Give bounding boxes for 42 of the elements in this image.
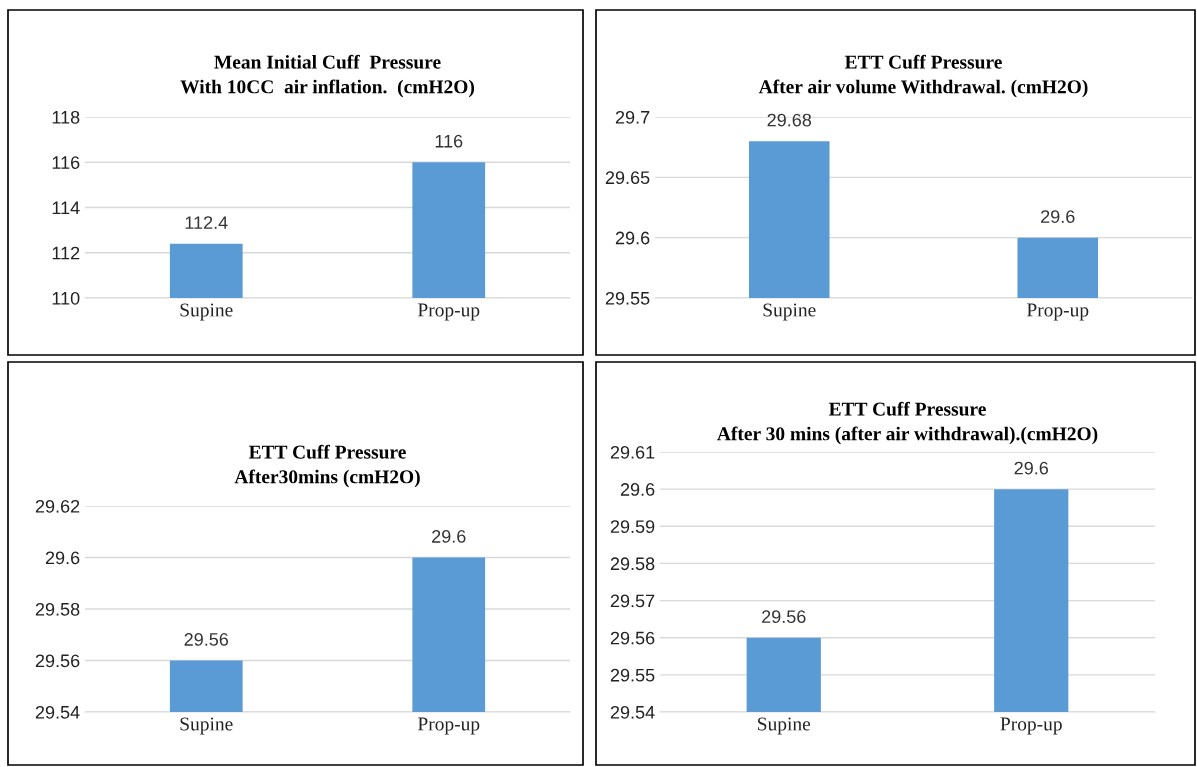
y-tick-label: 29.7 bbox=[615, 110, 650, 124]
x-tick-label: Supine bbox=[763, 303, 816, 321]
x-tick-label: Prop-up bbox=[1000, 717, 1062, 735]
x-tick-label: Prop-up bbox=[1026, 303, 1089, 321]
chart-title: ETT Cuff Pressure After30mins (cmH2O) bbox=[234, 444, 420, 488]
y-tick-label: 114 bbox=[52, 201, 80, 215]
chart-title: ETT Cuff Pressure After 30 mins (after air withdrawal).(cmH2O) bbox=[717, 401, 1098, 445]
data-label: 116 bbox=[435, 134, 463, 148]
x-tick-label: Prop-up bbox=[417, 303, 480, 321]
x-tick-label: Supine bbox=[180, 717, 233, 735]
y-tick-label: 118 bbox=[52, 110, 80, 124]
y-tick-label: 116 bbox=[52, 156, 80, 169]
y-tick-label: 29.6 bbox=[45, 551, 80, 565]
y-tick-label: 29.58 bbox=[35, 602, 80, 616]
x-tick-label: Supine bbox=[180, 303, 233, 321]
data-label: 112.4 bbox=[185, 216, 228, 229]
chart-title: ETT Cuff Pressure After air volume Withdrawal. (cmH2O) bbox=[758, 54, 1088, 98]
y-tick-label: 29.55 bbox=[605, 291, 650, 305]
y-tick-label: 29.58 bbox=[610, 557, 655, 571]
y-tick-label: 29.56 bbox=[35, 654, 80, 668]
y-tick-label: 29.54 bbox=[610, 705, 655, 719]
data-label: 29.56 bbox=[184, 633, 229, 646]
y-tick-label: 112 bbox=[52, 246, 80, 260]
y-tick-label: 29.61 bbox=[610, 445, 655, 459]
x-tick-label: Prop-up bbox=[417, 717, 480, 735]
x-tick-label: Supine bbox=[758, 717, 811, 735]
y-tick-label: 29.59 bbox=[610, 520, 655, 534]
data-label: 29.56 bbox=[762, 610, 806, 624]
y-tick-label: 29.65 bbox=[605, 171, 650, 185]
y-tick-label: 110 bbox=[52, 291, 80, 305]
y-tick-label: 29.56 bbox=[610, 631, 655, 645]
data-label: 29.6 bbox=[432, 530, 466, 543]
data-label: 29.6 bbox=[1041, 210, 1075, 223]
data-label: 29.6 bbox=[1014, 461, 1049, 475]
y-tick-label: 29.62 bbox=[35, 499, 80, 513]
y-tick-label: 29.6 bbox=[620, 483, 655, 496]
chart-title: Mean Initial Cuff Pressure With 10CC air inflation. (cmH2O) bbox=[180, 54, 475, 98]
y-tick-label: 29.57 bbox=[610, 594, 655, 608]
y-tick-label: 29.55 bbox=[610, 668, 655, 682]
y-tick-label: 29.6 bbox=[615, 231, 650, 245]
y-tick-label: 29.54 bbox=[35, 705, 80, 719]
data-label: 29.68 bbox=[767, 113, 812, 127]
